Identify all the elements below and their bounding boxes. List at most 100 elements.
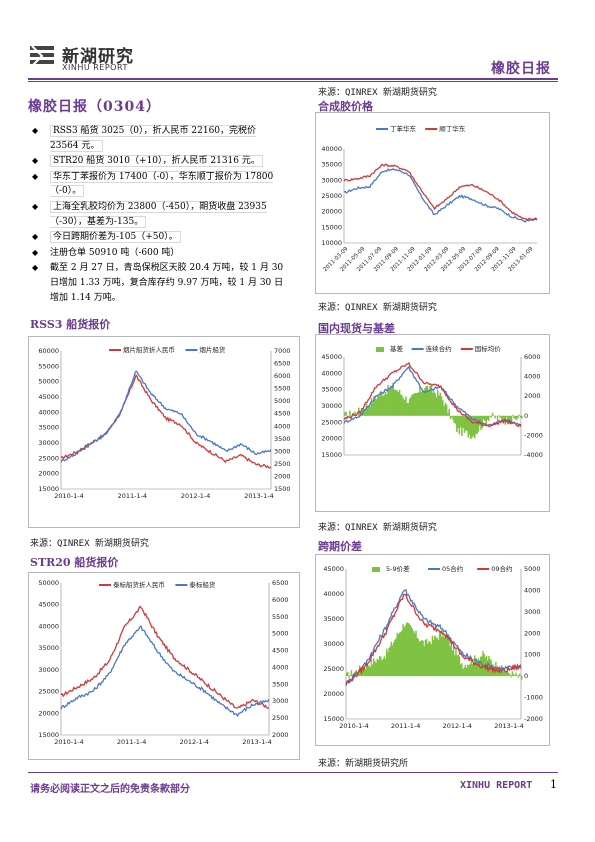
bar-mark <box>384 391 387 416</box>
y-tick-label: 30000 <box>38 439 59 447</box>
x-tick-label: 2012-1-4 <box>443 722 473 730</box>
y-tick-label: 25000 <box>321 418 342 426</box>
bar-mark <box>500 415 503 419</box>
y-right-tick-label: 0 <box>524 412 528 420</box>
bar-mark <box>479 656 482 677</box>
bar-mark <box>356 415 359 416</box>
bar-mark <box>452 645 455 677</box>
bar-mark <box>497 670 499 677</box>
chart-basis-frame: 45000 40000 35000 30000 25000 20000 15000 6000 4… <box>315 334 550 512</box>
bar-mark <box>457 415 459 429</box>
bar-mark <box>449 646 451 677</box>
bar-mark <box>475 415 477 435</box>
bar-mark <box>371 664 374 677</box>
bar-mark <box>377 395 379 416</box>
y-right-tick-label: 5000 <box>272 630 289 638</box>
bar-mark <box>403 399 406 416</box>
bullet-diamond-icon: ◆ <box>32 171 39 181</box>
y-tick-label: 40000 <box>321 369 342 377</box>
section-title-str20: STR20 船货报价 <box>30 556 119 569</box>
bar-mark <box>491 412 494 416</box>
bar-mark <box>448 638 450 677</box>
bar-mark <box>458 656 461 677</box>
bar-mark <box>363 668 366 677</box>
bar-mark <box>463 667 465 677</box>
bar-mark <box>466 664 469 677</box>
y-tick-label: 55000 <box>38 362 59 370</box>
bar-mark <box>521 676 523 680</box>
bar-mark <box>506 669 509 677</box>
bar-mark <box>388 647 390 677</box>
section-title-rss3: RSS3 船货报价 <box>30 318 111 331</box>
bar-mark <box>344 412 346 416</box>
list-item: ◆ 今日跨期价差为-105（+50）。 <box>30 230 286 245</box>
page-title: 橡胶日报（0304） <box>28 99 161 115</box>
y-tick-label: 20000 <box>321 208 342 216</box>
list-item-text: 今日跨期价差为-105（+50）。 <box>50 231 181 244</box>
bar-mark <box>369 406 372 416</box>
bar-mark <box>471 415 473 438</box>
bar-mark <box>474 655 476 677</box>
y-tick-label: 40000 <box>38 622 59 630</box>
y-tick-label: 15000 <box>323 715 344 723</box>
bar-mark <box>503 415 505 422</box>
bar-mark <box>378 656 381 677</box>
bar-mark <box>448 408 450 416</box>
y-right-tick-label: 0 <box>524 672 528 680</box>
series-line-国标均价 <box>343 361 522 428</box>
bar-mark <box>429 385 431 416</box>
y-right-tick-label: 4000 <box>524 373 541 381</box>
bullet-diamond-icon: ◆ <box>32 156 39 166</box>
bar-mark <box>373 395 375 416</box>
bar-mark <box>489 415 491 417</box>
y-tick-label: 25000 <box>321 192 342 200</box>
bar-mark <box>379 392 382 416</box>
y-right-tick-label: 1000 <box>524 651 541 659</box>
bar-mark <box>376 658 379 677</box>
bar-mark <box>436 637 438 677</box>
bar-mark <box>486 415 489 420</box>
bar-mark <box>502 669 504 677</box>
bar-mark <box>409 624 411 677</box>
bar-mark <box>429 641 431 677</box>
bar-mark <box>400 632 402 677</box>
bar-mark <box>505 415 508 418</box>
bar-mark <box>421 639 423 677</box>
bar-mark <box>511 671 514 677</box>
y-tick-label: 50000 <box>38 378 59 386</box>
y-right-tick-label: 6000 <box>272 596 289 604</box>
bar-mark <box>374 398 377 416</box>
legend-label: 烟片船货 <box>199 345 226 354</box>
bar-mark <box>498 415 500 416</box>
bar-mark <box>457 654 460 677</box>
list-item-text: STR20 船货 3010（+10），折人民币 21316 元。 <box>50 155 263 168</box>
y-right-tick-label: -4000 <box>524 451 543 459</box>
list-item-text: RSS3 船货 3025（0），折人民币 22160，完税价 23564 元。 <box>50 125 257 152</box>
y-right-tick-label: -2000 <box>524 715 543 723</box>
bar-mark <box>431 392 434 416</box>
bar-mark <box>462 669 464 677</box>
bar-mark <box>444 634 447 677</box>
bar-mark <box>487 415 490 421</box>
y-tick-label: 45000 <box>321 353 342 361</box>
bar-mark <box>404 625 407 677</box>
header-divider-thin <box>28 81 558 82</box>
bar-mark <box>365 403 368 416</box>
list-item: ◆ 注册仓单 50910 吨（-600 吨） <box>30 246 286 261</box>
source-note: 来源：QINREX 新湖期货研究 <box>30 539 149 549</box>
bar-mark <box>394 389 397 416</box>
bar-mark <box>422 640 424 677</box>
section-title-synth: 合成胶价格 <box>318 100 373 113</box>
bar-mark <box>437 640 440 677</box>
y-right-tick-label: 5000 <box>274 397 291 405</box>
source-note: 来源：新湖期货研究所 <box>318 759 409 769</box>
section-title-spread: 跨期价差 <box>318 540 362 553</box>
y-tick-label: 15000 <box>321 223 342 231</box>
y-right-tick-label: 2500 <box>274 460 291 468</box>
x-tick-label: 2013-1-4 <box>244 492 274 500</box>
chart-synth-frame: 40000 35000 30000 25000 20000 15000 10000 2011-… <box>315 112 550 294</box>
bullet-diamond-icon: ◆ <box>32 263 39 273</box>
bar-mark <box>396 633 398 677</box>
y-tick-label: 30000 <box>323 640 344 648</box>
bar-mark <box>434 393 436 416</box>
